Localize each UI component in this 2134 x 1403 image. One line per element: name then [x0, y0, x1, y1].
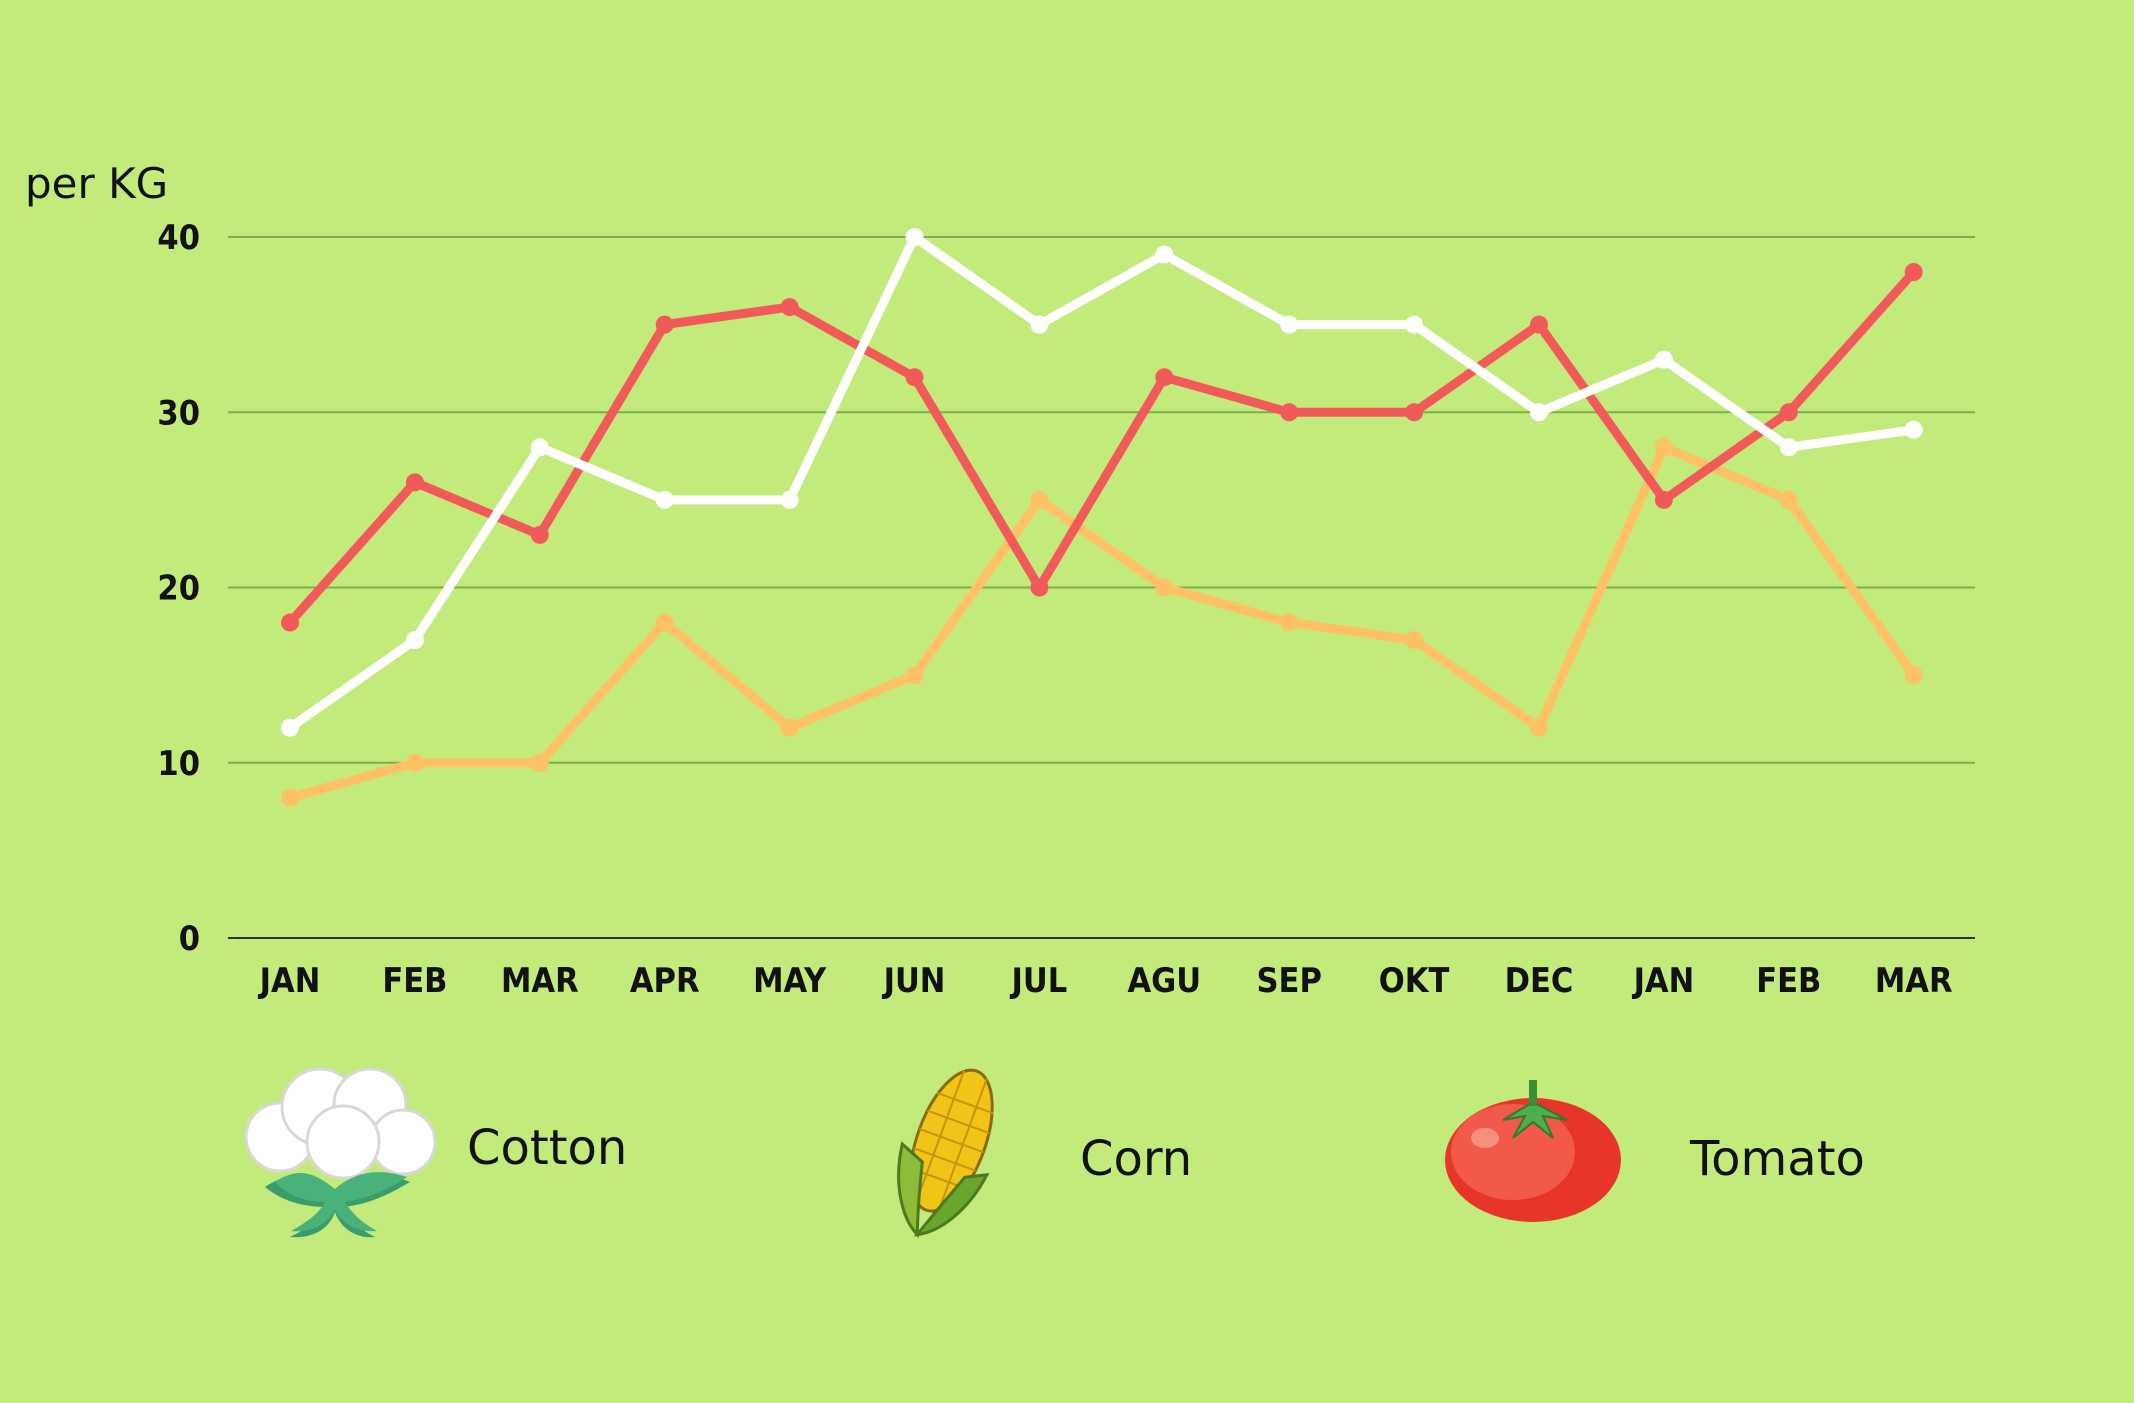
series-line-cotton	[285, 232, 1919, 733]
x-tick-label-8: SEP	[1257, 961, 1322, 1001]
x-tick-label-12: FEB	[1756, 961, 1821, 1001]
data-point-corn-7	[1155, 578, 1174, 597]
x-tick-label-4: MAY	[753, 961, 827, 1001]
data-point-tomato-3	[655, 315, 674, 334]
legend-label-cotton: Cotton	[467, 1120, 627, 1176]
x-tick-label-13: MAR	[1875, 961, 1953, 1001]
x-tick-label-5: JUN	[882, 961, 946, 1001]
y-axis-label: per KG	[25, 159, 168, 208]
data-point-tomato-7	[1155, 368, 1174, 387]
data-point-tomato-0	[281, 613, 299, 632]
data-point-cotton-0	[281, 718, 299, 737]
y-axis-ticks: 0 10 20 30 40	[157, 218, 200, 959]
data-point-tomato-1	[405, 473, 424, 492]
data-point-cotton-9	[1405, 315, 1424, 334]
x-tick-label-11: JAN	[1632, 961, 1695, 1001]
series-line-corn	[285, 442, 1919, 803]
series-line-tomato	[285, 267, 1919, 627]
data-point-corn-8	[1280, 613, 1299, 632]
data-point-tomato-10	[1530, 315, 1548, 334]
legend-label-tomato: Tomato	[1689, 1131, 1865, 1187]
data-point-corn-10	[1530, 718, 1548, 737]
data-point-cotton-2	[530, 438, 549, 457]
data-point-cotton-12	[1779, 438, 1798, 457]
data-point-corn-2	[530, 753, 549, 772]
series-cotton	[281, 228, 1923, 737]
data-point-corn-12	[1779, 490, 1798, 509]
x-tick-label-7: AGU	[1127, 961, 1201, 1001]
x-tick-label-6: JUL	[1010, 961, 1068, 1001]
legend-label-corn: Corn	[1080, 1131, 1192, 1187]
y-tick-label-0: 0	[179, 919, 200, 959]
y-tick-label-20: 20	[157, 569, 200, 609]
data-point-corn-4	[780, 718, 799, 737]
corn-icon	[897, 1068, 994, 1239]
series-corn	[281, 438, 1923, 807]
data-point-cotton-6	[1030, 315, 1049, 334]
legend: Cotton C	[244, 1067, 1865, 1239]
data-point-tomato-9	[1405, 403, 1424, 422]
x-tick-label-3: APR	[630, 961, 700, 1001]
y-tick-label-30: 30	[157, 393, 200, 433]
tomato-icon	[1445, 1080, 1621, 1222]
data-point-cotton-3	[655, 490, 674, 509]
data-point-tomato-12	[1779, 403, 1798, 422]
data-point-cotton-1	[405, 631, 424, 650]
data-point-corn-0	[281, 788, 299, 807]
data-point-cotton-4	[780, 490, 799, 509]
cotton-icon	[244, 1067, 437, 1238]
data-point-corn-6	[1030, 490, 1049, 509]
data-point-cotton-10	[1530, 403, 1548, 422]
data-point-cotton-7	[1155, 245, 1174, 264]
data-point-tomato-8	[1280, 403, 1299, 422]
grid-lines	[228, 236, 1975, 939]
data-point-tomato-13	[1904, 263, 1923, 282]
data-point-tomato-6	[1030, 578, 1049, 597]
x-tick-label-2: MAR	[501, 961, 579, 1001]
series-lines	[281, 228, 1923, 807]
data-point-cotton-13	[1904, 420, 1923, 439]
data-point-cotton-5	[905, 228, 924, 246]
data-point-corn-5	[905, 666, 924, 685]
x-tick-label-0: JAN	[258, 961, 321, 1001]
data-point-tomato-5	[905, 368, 924, 387]
data-point-cotton-8	[1280, 315, 1299, 334]
y-tick-label-40: 40	[157, 218, 200, 258]
x-axis-ticks: JAN FEB MAR APR MAY JUN JUL AGU SEP OKT DEC JAN FEB M…	[258, 961, 1953, 1001]
series-tomato	[281, 263, 1923, 632]
x-tick-label-1: FEB	[382, 961, 447, 1001]
data-point-corn-9	[1405, 631, 1424, 650]
data-point-corn-11	[1654, 438, 1673, 457]
data-point-cotton-11	[1654, 350, 1673, 369]
data-point-corn-13	[1904, 666, 1923, 685]
x-tick-label-9: OKT	[1379, 961, 1450, 1001]
data-point-corn-1	[405, 753, 424, 772]
data-point-tomato-11	[1654, 490, 1673, 509]
data-point-tomato-4	[780, 298, 799, 317]
x-tick-label-10: DEC	[1505, 961, 1574, 1001]
data-point-tomato-2	[530, 525, 549, 544]
data-point-corn-3	[655, 613, 674, 632]
y-tick-label-10: 10	[157, 744, 200, 784]
